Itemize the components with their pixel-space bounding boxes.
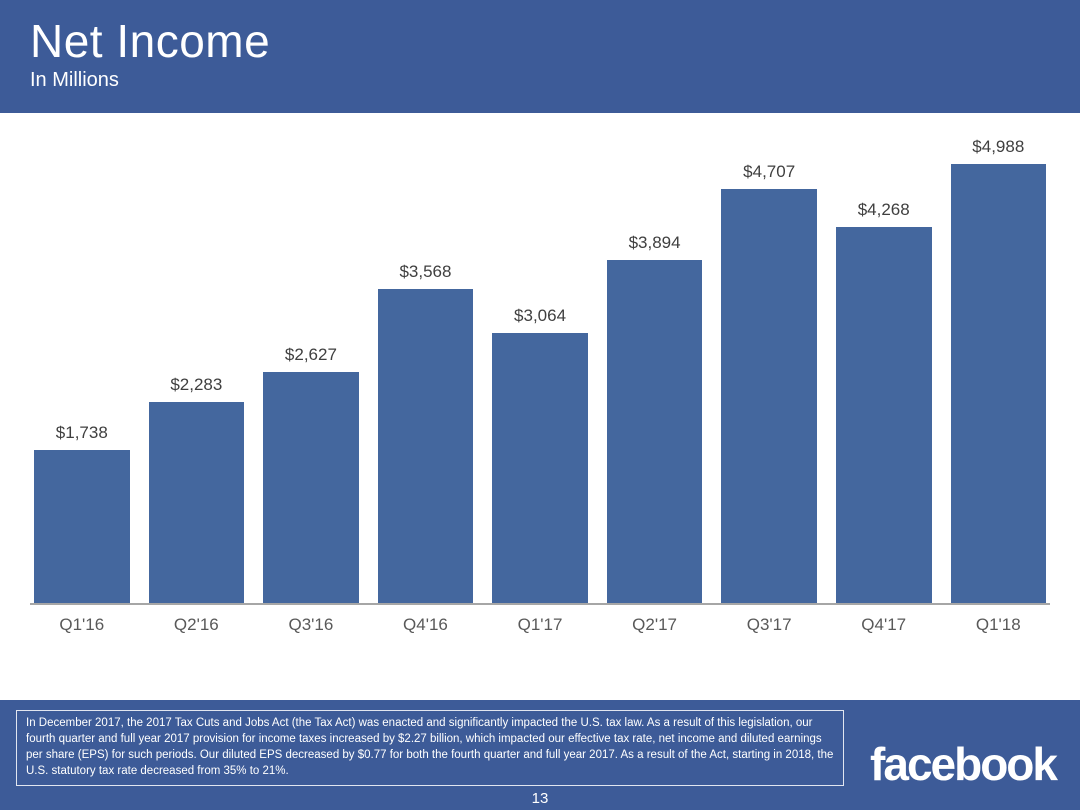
x-axis-labels: Q1'16 Q2'16 Q3'16 Q4'16 Q1'17 Q2'17 Q3'17 Q4'17…	[0, 605, 1080, 635]
bar-column: $2,627	[263, 345, 359, 603]
x-axis-tick: Q1'18	[975, 615, 1021, 634]
slide-footer: In December 2017, the 2017 Tax Cuts and …	[0, 700, 1080, 810]
bar	[263, 372, 359, 603]
bar-column: $4,707	[721, 162, 817, 603]
page-subtitle: In Millions	[30, 68, 119, 91]
bar-value-label: $2,283	[170, 375, 223, 394]
x-axis-tick: Q3'17	[746, 615, 792, 634]
footnote-box: In December 2017, the 2017 Tax Cuts and …	[16, 710, 845, 787]
bar-column: $4,988	[950, 137, 1047, 603]
bar-column: $4,268	[835, 200, 932, 603]
bar-column: $3,064	[492, 306, 588, 603]
bar-column: $2,283	[148, 375, 245, 603]
x-axis-tick: Q2'17	[632, 615, 678, 634]
bar	[950, 164, 1047, 603]
facebook-logo: facebook	[870, 738, 1058, 790]
bar-value-label: $2,627	[284, 345, 337, 364]
bar	[34, 450, 130, 603]
bar-chart: $1,738 $2,283 $2,627 $3,568 $3,064 $3,894 $4,7…	[0, 133, 1080, 603]
bar	[606, 260, 703, 603]
x-axis-tick: Q2'16	[173, 615, 219, 634]
x-axis-tick: Q4'17	[861, 615, 907, 634]
bar-value-label: $3,568	[399, 262, 452, 281]
bar	[835, 227, 932, 603]
bar-value-label: $1,738	[55, 423, 108, 442]
bar	[148, 402, 245, 603]
bar	[377, 289, 474, 603]
x-axis-tick: Q4'16	[403, 615, 448, 634]
bar-value-label: $3,064	[514, 306, 567, 325]
x-axis-tick: Q1'16	[59, 615, 105, 634]
slide-header: Net Income In Millions	[0, 0, 1080, 113]
page-title: Net Income	[30, 15, 271, 67]
bar-value-label: $3,894	[628, 233, 681, 252]
bar	[721, 189, 817, 603]
bar-value-label: $4,707	[743, 162, 796, 181]
x-axis-tick: Q1'17	[517, 615, 563, 634]
chart-area: $1,738 $2,283 $2,627 $3,568 $3,064 $3,894 $4,7…	[0, 113, 1080, 700]
footnote-text: In December 2017, the 2017 Tax Cuts and …	[26, 717, 834, 777]
page-number: 13	[531, 790, 549, 807]
x-axis-tick: Q3'16	[288, 615, 334, 634]
bar-column: $3,568	[377, 262, 474, 603]
bar-value-label: $4,988	[972, 137, 1025, 156]
x-axis-line	[30, 603, 1050, 605]
bar	[492, 333, 588, 603]
bar-column: $3,894	[606, 233, 703, 603]
bar-value-label: $4,268	[857, 200, 910, 219]
bar-column: $1,738	[34, 423, 130, 603]
